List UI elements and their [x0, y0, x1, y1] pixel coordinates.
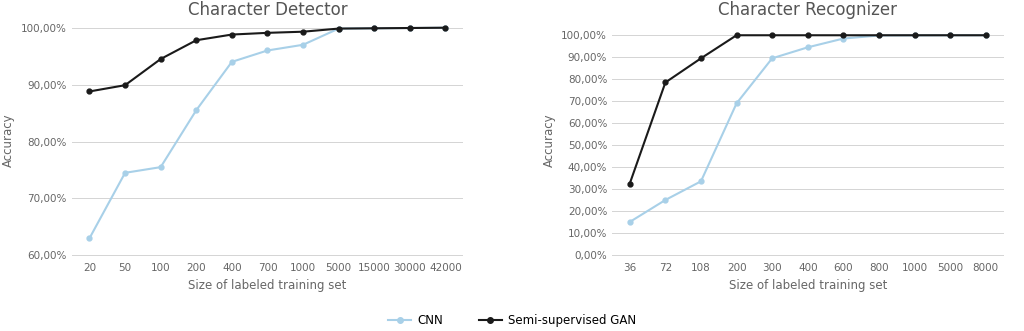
CNN: [439, 26, 452, 30]
Semi-supervised GAN: [695, 56, 708, 60]
CNN: [659, 198, 672, 202]
Title: Character Detector: Character Detector: [187, 1, 347, 19]
CNN: [624, 220, 636, 224]
Semi-supervised GAN: [802, 33, 814, 37]
CNN: [261, 49, 273, 53]
CNN: [297, 43, 309, 47]
Semi-supervised GAN: [119, 83, 131, 87]
Y-axis label: Accuracy: Accuracy: [2, 114, 15, 167]
CNN: [944, 33, 956, 37]
CNN: [908, 33, 921, 37]
Semi-supervised GAN: [624, 181, 636, 185]
X-axis label: Size of labeled training set: Size of labeled training set: [728, 279, 887, 292]
CNN: [802, 45, 814, 49]
Semi-supervised GAN: [872, 33, 885, 37]
Title: Character Recognizer: Character Recognizer: [718, 1, 897, 19]
CNN: [766, 56, 778, 60]
Semi-supervised GAN: [838, 33, 850, 37]
CNN: [225, 60, 238, 64]
Line: Semi-supervised GAN: Semi-supervised GAN: [87, 25, 447, 94]
Semi-supervised GAN: [155, 57, 167, 61]
CNN: [838, 36, 850, 40]
CNN: [730, 101, 742, 105]
CNN: [83, 236, 95, 240]
CNN: [190, 108, 203, 112]
Line: CNN: CNN: [628, 33, 988, 224]
CNN: [119, 171, 131, 175]
CNN: [155, 165, 167, 169]
Semi-supervised GAN: [730, 33, 742, 37]
CNN: [695, 179, 708, 183]
CNN: [403, 26, 416, 30]
Semi-supervised GAN: [83, 89, 95, 93]
Semi-supervised GAN: [766, 33, 778, 37]
Semi-supervised GAN: [333, 26, 345, 30]
Semi-supervised GAN: [908, 33, 921, 37]
Semi-supervised GAN: [403, 26, 416, 30]
Semi-supervised GAN: [439, 26, 452, 30]
Line: Semi-supervised GAN: Semi-supervised GAN: [628, 33, 988, 186]
Semi-supervised GAN: [297, 30, 309, 34]
Semi-supervised GAN: [980, 33, 992, 37]
CNN: [980, 33, 992, 37]
X-axis label: Size of labeled training set: Size of labeled training set: [188, 279, 347, 292]
Semi-supervised GAN: [944, 33, 956, 37]
Line: CNN: CNN: [87, 25, 447, 241]
Semi-supervised GAN: [190, 38, 203, 42]
CNN: [368, 26, 380, 30]
Y-axis label: Accuracy: Accuracy: [543, 114, 556, 167]
Semi-supervised GAN: [261, 31, 273, 35]
Semi-supervised GAN: [659, 80, 672, 84]
Legend: CNN, Semi-supervised GAN: CNN, Semi-supervised GAN: [383, 309, 641, 331]
CNN: [333, 26, 345, 30]
Semi-supervised GAN: [368, 26, 380, 30]
Semi-supervised GAN: [225, 32, 238, 36]
CNN: [872, 33, 885, 37]
